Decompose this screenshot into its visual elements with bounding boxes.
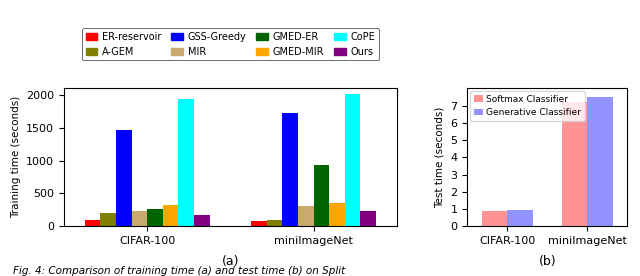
Text: (a): (a) bbox=[221, 255, 239, 268]
Bar bbox=[84, 220, 100, 226]
Text: (b): (b) bbox=[538, 255, 556, 268]
Bar bbox=[163, 205, 179, 226]
Y-axis label: Training time (seconds): Training time (seconds) bbox=[11, 96, 20, 218]
Bar bbox=[116, 130, 132, 226]
Bar bbox=[132, 211, 147, 226]
Bar bbox=[314, 165, 329, 226]
Bar bbox=[298, 206, 314, 226]
Legend: ER-reservoir, A-GEM, GSS-Greedy, MIR, GMED-ER, GMED-MIR, CoPE, Ours: ER-reservoir, A-GEM, GSS-Greedy, MIR, GM… bbox=[82, 28, 379, 60]
Bar bbox=[100, 213, 116, 226]
Bar bbox=[147, 209, 163, 226]
Bar bbox=[179, 99, 194, 226]
Legend: Softmax Classifier, Generative Classifier: Softmax Classifier, Generative Classifie… bbox=[470, 91, 585, 121]
Bar bbox=[481, 211, 507, 226]
Bar bbox=[251, 221, 267, 226]
Bar bbox=[345, 94, 360, 226]
Bar bbox=[562, 102, 588, 226]
Bar bbox=[267, 220, 282, 226]
Text: Fig. 4: Comparison of training time (a) and test time (b) on Split: Fig. 4: Comparison of training time (a) … bbox=[13, 266, 345, 276]
Y-axis label: Test time (seconds): Test time (seconds) bbox=[435, 107, 445, 208]
Bar bbox=[329, 203, 345, 226]
Bar bbox=[194, 215, 210, 226]
Bar bbox=[507, 210, 532, 226]
Bar bbox=[282, 113, 298, 226]
Bar bbox=[360, 211, 376, 226]
Bar bbox=[588, 97, 613, 226]
